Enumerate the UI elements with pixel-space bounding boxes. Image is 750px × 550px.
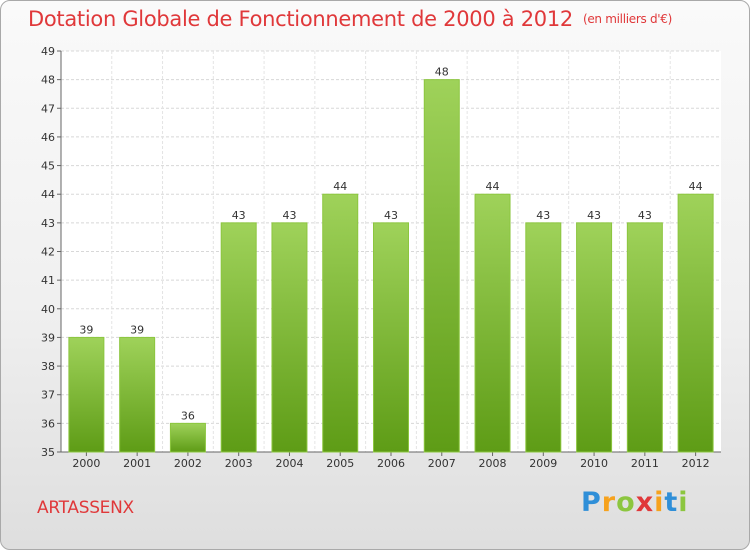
y-tick-label: 43 bbox=[41, 217, 55, 230]
value-label: 43 bbox=[536, 209, 550, 222]
value-label: 36 bbox=[181, 409, 195, 422]
logo-letter: x bbox=[635, 487, 655, 518]
bar-2007 bbox=[423, 79, 460, 453]
y-tick-label: 35 bbox=[41, 446, 55, 459]
proxiti-logo[interactable]: Proxiti bbox=[581, 487, 689, 518]
bar-2011 bbox=[626, 222, 663, 453]
x-tick-label: 2002 bbox=[174, 457, 202, 470]
x-tick-label: 2010 bbox=[580, 457, 608, 470]
y-tick-label: 40 bbox=[41, 303, 55, 316]
y-tick-label: 37 bbox=[41, 389, 55, 402]
value-label: 43 bbox=[638, 209, 652, 222]
y-tick-label: 47 bbox=[41, 102, 55, 115]
bar-2004 bbox=[271, 222, 308, 453]
y-tick-label: 48 bbox=[41, 74, 55, 87]
logo-letter: P bbox=[581, 487, 602, 518]
y-tick-label: 36 bbox=[41, 417, 55, 430]
value-label: 44 bbox=[486, 180, 500, 193]
value-label: 43 bbox=[384, 209, 398, 222]
y-tick-label: 39 bbox=[41, 331, 55, 344]
x-tick-label: 2003 bbox=[225, 457, 253, 470]
y-tick-label: 44 bbox=[41, 188, 55, 201]
logo-letter: r bbox=[601, 487, 617, 518]
x-tick-label: 2001 bbox=[123, 457, 151, 470]
bar-2010 bbox=[576, 222, 613, 453]
bar-2001 bbox=[119, 336, 156, 453]
bar-2002 bbox=[169, 422, 206, 453]
y-tick-label: 46 bbox=[41, 131, 55, 144]
logo-letter: o bbox=[616, 487, 636, 518]
value-label: 44 bbox=[333, 180, 347, 193]
x-tick-label: 2012 bbox=[682, 457, 710, 470]
value-label: 48 bbox=[435, 66, 449, 79]
x-tick-label: 2007 bbox=[428, 457, 456, 470]
value-label: 43 bbox=[232, 209, 246, 222]
bar-2003 bbox=[220, 222, 257, 453]
y-tick-label: 42 bbox=[41, 246, 55, 259]
logo-letter: i bbox=[654, 487, 665, 518]
logo-letter: i bbox=[678, 487, 689, 518]
bar-2006 bbox=[373, 222, 409, 453]
value-label: 43 bbox=[587, 209, 601, 222]
bar-2005 bbox=[322, 193, 359, 453]
x-tick-label: 2006 bbox=[377, 457, 405, 470]
logo-letter: t bbox=[664, 487, 679, 518]
y-tick-label: 38 bbox=[41, 360, 55, 373]
value-label: 39 bbox=[130, 323, 144, 336]
commune-name: ARTASSENX bbox=[37, 498, 134, 518]
y-tick-label: 41 bbox=[41, 274, 55, 287]
x-tick-label: 2011 bbox=[631, 457, 659, 470]
x-tick-label: 2005 bbox=[326, 457, 354, 470]
chart-title: Dotation Globale de Fonctionnement de 20… bbox=[28, 7, 672, 31]
bar-2009 bbox=[525, 222, 562, 453]
value-label: 44 bbox=[689, 180, 703, 193]
value-label: 43 bbox=[282, 209, 296, 222]
x-tick-label: 2009 bbox=[529, 457, 557, 470]
y-tick-label: 45 bbox=[41, 160, 55, 173]
unit-label: (en milliers d'€) bbox=[582, 12, 672, 26]
x-tick-label: 2008 bbox=[479, 457, 507, 470]
bar-2008 bbox=[474, 193, 511, 453]
bar-2000 bbox=[68, 336, 105, 453]
x-tick-label: 2004 bbox=[275, 457, 303, 470]
x-tick-label: 2000 bbox=[72, 457, 100, 470]
value-label: 39 bbox=[79, 323, 93, 336]
y-tick-label: 49 bbox=[41, 45, 55, 58]
bar-2012 bbox=[677, 193, 714, 453]
